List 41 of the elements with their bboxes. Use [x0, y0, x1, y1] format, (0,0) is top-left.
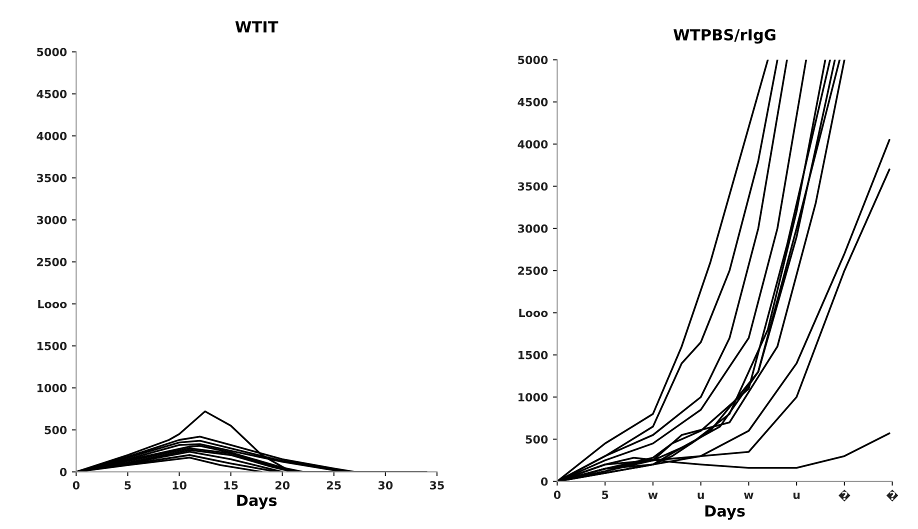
y-tick-label: 2500: [518, 266, 548, 275]
y-tick-label: 4000: [518, 140, 548, 148]
y-tick-label: 1500: [37, 342, 67, 350]
x-tick-label: �: [838, 490, 850, 502]
y-tick-label: 5000: [518, 56, 548, 64]
x-tick-label: 30: [378, 481, 393, 490]
x-tick-label: 35: [430, 481, 444, 490]
y-tick-label: 4000: [36, 132, 67, 140]
x-axis-title: Days: [237, 494, 277, 510]
y-tick-label: 3500: [36, 174, 67, 182]
y-tick-label: Looo: [38, 300, 67, 308]
x-tick-label: w: [648, 492, 658, 499]
x-tick-label: u: [698, 492, 704, 500]
y-tick-label: 0: [60, 468, 67, 476]
x-tick-label: �: [886, 490, 898, 502]
y-tick-label: Looo: [519, 308, 548, 318]
x-tick-label: 0: [72, 481, 80, 490]
y-tick-label: 500: [526, 435, 548, 444]
y-tick-label: 3000: [518, 224, 548, 233]
x-tick-label: 5: [602, 490, 608, 500]
x-tick-label: 20: [276, 481, 290, 490]
y-tick-label: 3000: [36, 216, 67, 224]
x-axis-title: Days: [705, 505, 745, 520]
y-tick-label: 1500: [518, 350, 548, 360]
chart-title: WTPBS/rIgG: [674, 28, 776, 44]
x-tick-label: u: [793, 492, 800, 500]
y-tick-label: 1000: [37, 384, 67, 392]
y-tick-label: 4500: [36, 90, 67, 98]
y-tick-label: 4500: [518, 98, 548, 106]
x-tick-label: 0: [554, 490, 561, 500]
y-tick-label: 1000: [518, 393, 548, 402]
x-tick-label: 25: [327, 481, 341, 490]
y-tick-label: 2500: [37, 258, 67, 266]
x-tick-label: w: [744, 492, 754, 499]
y-tick-label: 5000: [37, 48, 67, 56]
y-tick-label: 500: [44, 426, 67, 434]
x-tick-label: 10: [172, 481, 186, 490]
x-tick-label: 5: [124, 481, 131, 490]
chart-title: WTIT: [235, 21, 278, 32]
x-tick-label: 15: [224, 481, 238, 490]
y-tick-label: 3500: [518, 182, 548, 191]
